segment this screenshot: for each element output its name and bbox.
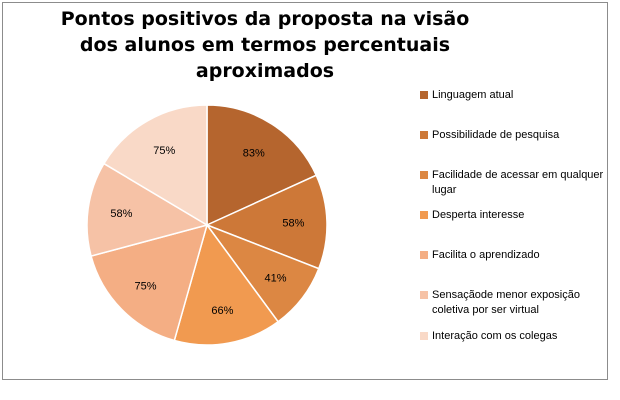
pie-slice-2	[205, 174, 328, 270]
legend-swatch-6	[420, 291, 428, 299]
legend-label-4: Desperta interesse	[432, 209, 525, 221]
slice-label-7: 75%	[153, 145, 175, 157]
legend-label-3: Facilidade de acessar em qualquer lugar	[432, 169, 604, 196]
pie-slice-4	[173, 223, 280, 346]
legend-swatch-5	[420, 251, 428, 259]
legend-swatch-3	[420, 171, 428, 179]
legend-swatch-1	[420, 91, 428, 99]
slice-label-5: 75%	[134, 281, 156, 293]
legend-label-6: Sensaçãode menor exposição coletiva por …	[432, 289, 580, 316]
slice-label-2: 58%	[282, 218, 304, 230]
slice-label-1: 83%	[243, 147, 265, 159]
pie-slice-1	[206, 104, 318, 227]
legend-label-5: Facilita o aprendizado	[432, 249, 540, 261]
slice-label-3: 41%	[264, 273, 286, 285]
legend-swatch-7	[420, 332, 428, 340]
slice-label-4: 66%	[211, 305, 233, 317]
legend-label-2: Possibilidade de pesquisa	[432, 129, 560, 141]
chart-title: Pontos positivos da proposta na visão do…	[60, 8, 470, 82]
legend-label-1: Linguagem atual	[432, 89, 514, 101]
legend-swatch-4	[420, 211, 428, 219]
pie-slice-5	[90, 223, 209, 342]
pie-slice-6	[86, 162, 209, 257]
slice-label-6: 58%	[110, 208, 132, 220]
legend-swatch-2	[420, 131, 428, 139]
pie-slice-7	[102, 104, 208, 227]
legend-label-7: Interação com os colegas	[432, 330, 558, 342]
